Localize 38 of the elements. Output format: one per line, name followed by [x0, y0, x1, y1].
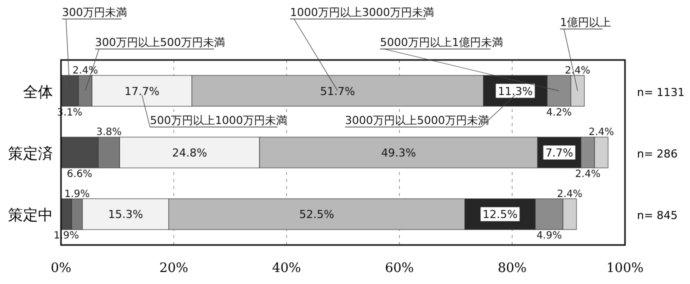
text: n= 286 — [637, 148, 678, 160]
data-label: 17.7% — [124, 84, 160, 98]
series-label: 500万円以上1000万円未満 — [150, 114, 287, 127]
text: 1億円以上 — [560, 16, 611, 29]
series-label: 3000万円以上5000万円未満 — [345, 114, 489, 127]
y-tick-label: 全体 — [23, 82, 53, 101]
data-label: 2.4% — [557, 188, 582, 200]
text: 1000万円以上3000万円未満 — [290, 6, 434, 19]
data-label: 7.7% — [545, 146, 574, 160]
data-label: 4.2% — [546, 107, 572, 118]
data-label: 2.4% — [564, 65, 590, 76]
data-label: 12.5% — [482, 208, 518, 222]
x-tick-label: 20% — [159, 261, 188, 276]
data-label: 1.9% — [64, 188, 90, 200]
data-label: 6.6% — [66, 168, 92, 180]
data-label: 51.7% — [320, 84, 356, 98]
text: 300万円未満 — [62, 6, 127, 19]
y-tick-label: 策定中 — [8, 206, 53, 224]
x-tick-label: 80% — [498, 261, 527, 276]
x-tick-label: 100% — [606, 261, 644, 276]
data-label: 15.3% — [108, 208, 144, 222]
data-label: 2.4% — [588, 127, 614, 138]
text: 300万円以上500万円未満 — [95, 36, 225, 49]
text: n= 845 — [637, 209, 678, 222]
y-tick-label: 策定済 — [8, 144, 53, 162]
x-tick-label: 60% — [384, 261, 414, 276]
data-label: 2.4% — [72, 65, 98, 76]
data-label: 24.8% — [172, 146, 208, 160]
text: 5000万円以上1億円未満 — [380, 36, 503, 49]
text: n= 1131 — [637, 86, 685, 99]
x-tick-label: 40% — [272, 261, 302, 276]
data-label: 3.8% — [96, 127, 122, 138]
data-label: 11.3% — [498, 84, 533, 98]
data-label: 4.9% — [536, 230, 562, 242]
data-label: 52.5% — [299, 208, 334, 222]
x-tick-label: 0% — [50, 261, 72, 276]
data-label: 49.3% — [381, 146, 416, 160]
data-label: 2.4% — [575, 168, 600, 180]
